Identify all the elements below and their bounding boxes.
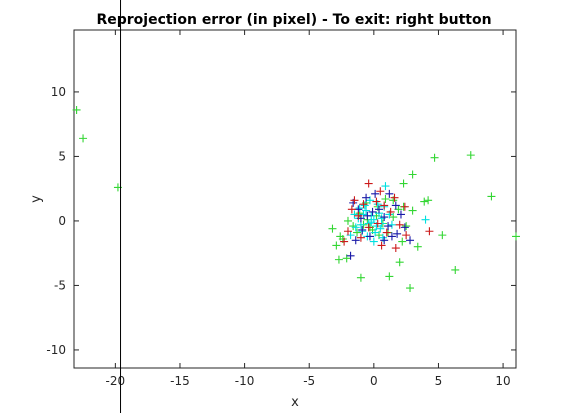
y-tick-label-2: 0 [58, 214, 66, 228]
x-tick-label-6: 10 [495, 374, 510, 388]
y-tick-label-0: -10 [46, 343, 66, 357]
x-tick-label-5: 5 [435, 374, 443, 388]
x-tick-label-1: -15 [170, 374, 190, 388]
x-tick-label-0: -20 [106, 374, 126, 388]
y-tick-label-3: 5 [58, 149, 66, 163]
y-tick-label-4: 10 [51, 85, 66, 99]
x-axis-label: x [291, 395, 299, 410]
y-axis-label: y [29, 195, 44, 203]
x-tick-label-2: -10 [235, 374, 255, 388]
plot-area[interactable] [74, 30, 516, 368]
x-tick-label-4: 0 [370, 374, 378, 388]
x-tick-label-3: -5 [303, 374, 315, 388]
chart-title: Reprojection error (in pixel) - To exit:… [96, 12, 491, 28]
y-tick-label-1: -5 [54, 278, 66, 292]
